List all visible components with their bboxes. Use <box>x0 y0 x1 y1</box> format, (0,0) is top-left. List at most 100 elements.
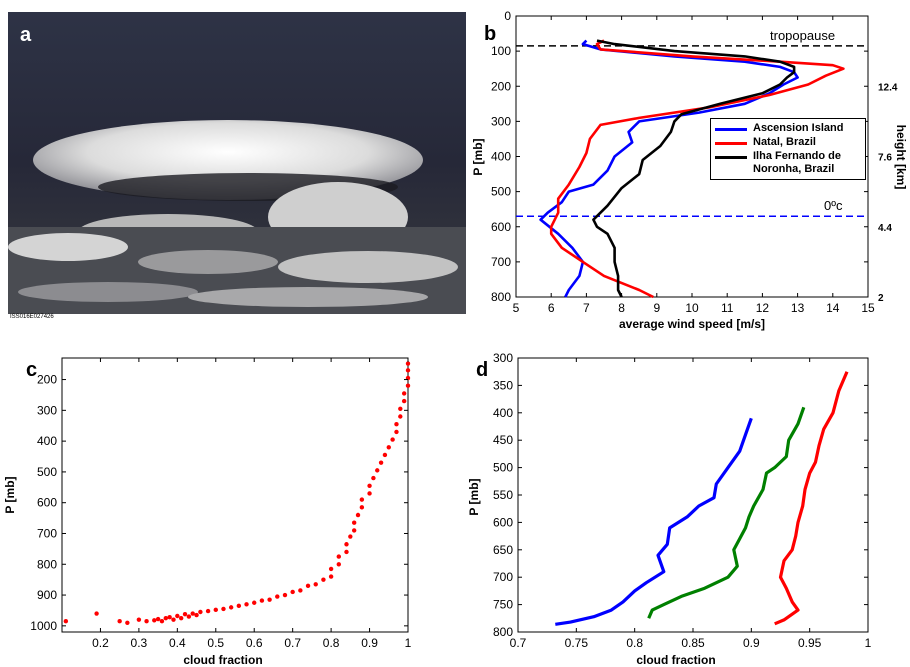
scatter-point <box>94 611 99 616</box>
y2-tick-label: 2 <box>878 293 884 304</box>
y-tick-label: 1000 <box>30 619 57 633</box>
chart-b-legend: Ascension Island Natal, Brazil Ilha Fern… <box>710 118 866 180</box>
scatter-point <box>351 528 357 533</box>
scatter-point <box>394 429 399 435</box>
freezing-level-label: 0ºc <box>824 198 843 213</box>
y-tick-label: 400 <box>493 406 513 420</box>
scatter-point <box>359 505 365 510</box>
legend-label: Natal, Brazil <box>753 136 816 148</box>
scatter-point <box>336 562 341 567</box>
scatter-point <box>405 368 411 373</box>
x-tick-label: 0.4 <box>169 636 186 650</box>
legend-item: Natal, Brazil <box>715 136 861 149</box>
legend-label: Ilha Fernando de Noronha, Brazil <box>753 150 842 175</box>
panel-letter-b: b <box>484 23 496 45</box>
y2-tick-label: 4.4 <box>878 223 892 234</box>
x-tick-label: 8 <box>618 301 625 315</box>
legend-swatch-blue <box>715 128 747 131</box>
y-tick-label: 350 <box>493 378 513 392</box>
scatter-point <box>267 597 272 602</box>
y-tick-label: 300 <box>491 114 511 128</box>
scatter-point <box>355 512 361 518</box>
chart-c-ticks: 0.2 0.3 0.4 0.5 0.6 0.7 0.8 0.9 1 200 300 400 500 600… <box>30 358 412 650</box>
scatter-point <box>198 609 203 615</box>
x-tick-label: 1 <box>865 636 872 650</box>
scatter-point <box>382 452 388 458</box>
x-tick-label: 15 <box>861 301 875 315</box>
scatter-point <box>167 615 172 620</box>
tropopause-label: tropopause <box>770 28 835 43</box>
scatter-point <box>401 391 407 396</box>
x-tick-label: 0.85 <box>681 636 705 650</box>
scatter-point <box>205 608 211 614</box>
y-tick-label: 450 <box>493 433 513 447</box>
scatter-point <box>344 549 349 555</box>
y-tick-label: 800 <box>493 625 513 639</box>
scatter-point <box>394 421 399 427</box>
scatter-point <box>305 583 311 589</box>
x-tick-label: 9 <box>653 301 660 315</box>
scatter-point <box>190 611 195 616</box>
photo-panel-a: a <box>8 12 466 314</box>
scatter-point <box>163 615 168 621</box>
scatter-point <box>275 594 280 599</box>
series-line-1 <box>647 406 806 619</box>
scatter-point <box>244 602 249 607</box>
y-tick-label: 300 <box>37 403 57 417</box>
x-tick-label: 11 <box>721 301 734 315</box>
panel-letter-a: a <box>20 24 32 46</box>
scatter-point <box>213 607 218 613</box>
scatter-point <box>152 618 157 623</box>
scatter-point <box>259 598 265 603</box>
scatter-point <box>125 620 130 625</box>
scatter-point <box>182 611 188 617</box>
series-line-2 <box>592 39 796 298</box>
chart-b-series <box>539 39 845 299</box>
scatter-point <box>398 406 403 411</box>
y-tick-label: 600 <box>37 496 57 510</box>
chart-b-y2label: height [km] <box>894 125 908 190</box>
scatter-point <box>351 520 357 525</box>
scatter-point <box>194 612 199 618</box>
chart-b-hlines <box>516 45 868 217</box>
scatter-point <box>367 483 372 488</box>
panel-letter-d: d <box>476 359 488 381</box>
legend-swatch-red <box>715 142 747 145</box>
scatter-point <box>178 615 184 621</box>
scatter-point <box>328 574 334 579</box>
y-tick-label: 400 <box>491 150 511 164</box>
storm-cloud-photo <box>8 12 466 314</box>
scatter-point <box>144 619 149 624</box>
legend-item: Ascension Island <box>715 122 861 135</box>
scatter-point <box>136 617 142 622</box>
chart-c: 0.2 0.3 0.4 0.5 0.6 0.7 0.8 0.9 1 200 300 400 500 600… <box>3 357 412 667</box>
scatter-point <box>236 603 242 609</box>
y-tick-label: 500 <box>491 185 511 199</box>
x-tick-label: 7 <box>583 301 590 315</box>
scatter-point <box>328 566 334 572</box>
y-tick-label: 700 <box>37 526 57 540</box>
scatter-point <box>171 617 176 622</box>
scatter-point <box>159 619 165 624</box>
chart-d: 0.7 0.75 0.8 0.85 0.9 0.95 1 300 350 400 450 500 550… <box>467 351 872 667</box>
y-tick-label: 600 <box>491 220 511 234</box>
panel-letter-c: c <box>26 359 37 381</box>
scatter-point <box>359 497 365 502</box>
x-tick-label: 0.7 <box>510 636 527 650</box>
x-tick-label: 0.2 <box>92 636 109 650</box>
chart-c-frame <box>61 357 409 633</box>
scatter-point <box>186 614 192 619</box>
scatter-point <box>290 589 295 595</box>
scatter-point <box>405 361 411 366</box>
chart-d-xlabel: cloud fraction <box>636 653 715 667</box>
y-tick-label: 0 <box>504 9 511 23</box>
y2-tick-label: 7.6 <box>878 153 892 164</box>
y-tick-label: 550 <box>493 488 513 502</box>
legend-swatch-black <box>715 156 747 159</box>
x-tick-label: 0.8 <box>323 636 340 650</box>
legend-label: Ascension Island <box>753 122 844 134</box>
x-tick-label: 0.95 <box>798 636 822 650</box>
y-tick-label: 500 <box>37 465 57 479</box>
y-tick-label: 200 <box>37 373 57 387</box>
